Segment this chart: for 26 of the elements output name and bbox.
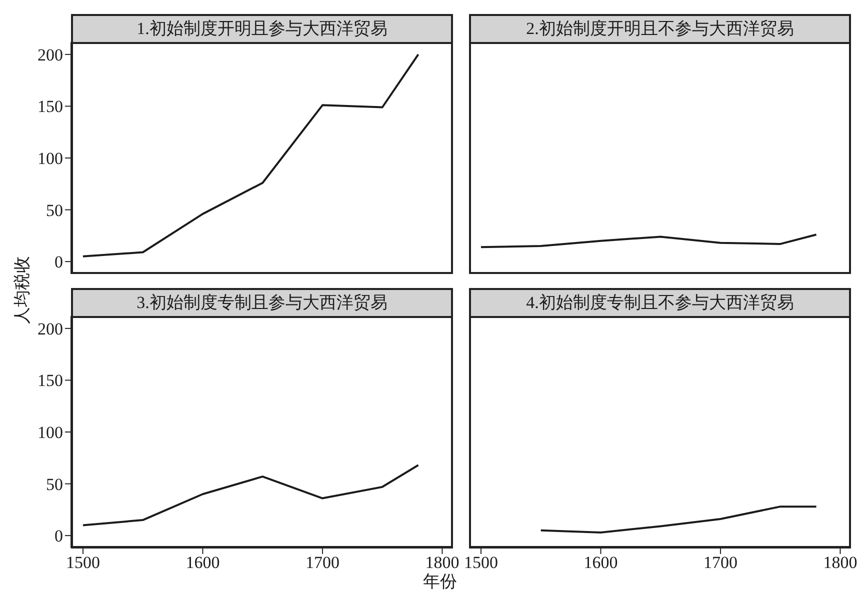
x-tick-label: 1600 [584,553,618,572]
y-tick-label: 50 [46,200,63,220]
panel-header: 3.初始制度专制且参与大西洋贸易 [71,288,453,318]
x-tick-label: 1500 [464,553,498,572]
panel-header: 4.初始制度专制且不参与大西洋贸易 [469,288,851,318]
y-tick-label: 200 [38,45,63,64]
x-tick-label: 1700 [703,553,738,572]
y-tick-label: 0 [54,526,63,546]
x-tick-label: 1600 [186,553,220,572]
panel-header: 2.初始制度开明且不参与大西洋贸易 [469,14,851,44]
x-tick-label: 1800 [425,553,460,572]
x-tick-label: 1800 [823,553,858,572]
y-tick-label: 0 [54,252,63,272]
y-tick-label: 100 [38,423,63,442]
y-tick-label: 200 [38,319,63,338]
y-tick-label: 100 [38,149,63,168]
x-axis-title: 年份 [423,571,457,593]
panel-header: 1.初始制度开明且参与大西洋贸易 [71,14,453,44]
y-axis-title: 人均税收 [12,256,32,324]
line-series [82,53,420,258]
y-tick-label: 50 [46,474,63,494]
y-tick-label: 150 [38,97,63,116]
line-series [82,464,420,526]
x-tick-label: 1700 [305,553,340,572]
x-tick-label: 1500 [66,553,100,572]
y-tick-label: 150 [38,371,63,390]
